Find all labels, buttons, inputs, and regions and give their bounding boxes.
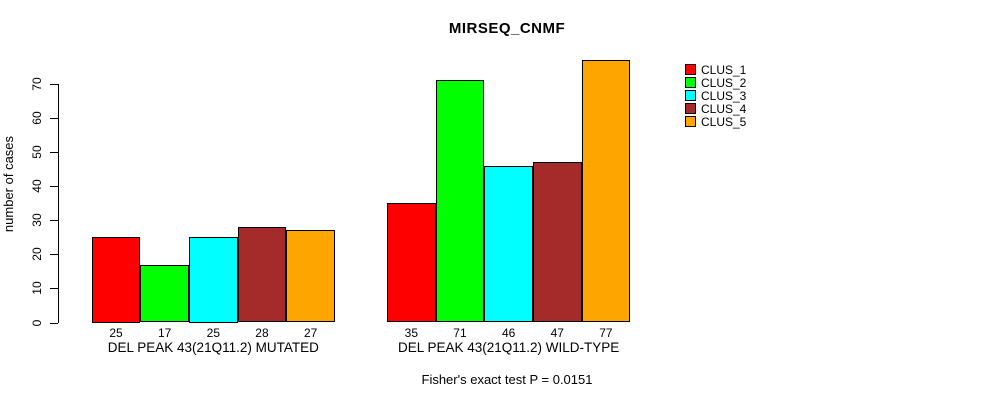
- chart-title: MIRSEQ_CNMF: [448, 20, 566, 37]
- bar: [484, 165, 533, 323]
- bar-value-label: 47: [550, 326, 564, 340]
- legend-label: CLUS_5: [701, 114, 747, 129]
- y-axis-tick-label: 40: [30, 179, 44, 193]
- legend-label: CLUS_3: [701, 88, 747, 103]
- legend-label: CLUS_1: [701, 62, 747, 77]
- y-axis-tick-label: 20: [30, 247, 44, 261]
- legend-swatch: [685, 77, 696, 89]
- legend-entry: CLUS_3: [685, 89, 746, 102]
- y-axis-tick-label: 70: [30, 77, 44, 91]
- bar: [140, 264, 189, 323]
- bar: [532, 162, 582, 323]
- y-axis-tick: [50, 83, 58, 85]
- bar: [189, 237, 238, 323]
- bar-value-label: 35: [404, 326, 418, 340]
- legend-swatch: [685, 103, 696, 115]
- y-axis-tick: [50, 220, 58, 222]
- legend-entry: CLUS_5: [685, 115, 746, 128]
- group-label: DEL PEAK 43(21Q11.2) MUTATED: [107, 340, 319, 355]
- y-axis-tick-label: 50: [30, 145, 44, 159]
- y-axis-tick-label: 60: [30, 111, 44, 125]
- bar-value-label: 46: [501, 326, 516, 340]
- bar-value-label: 28: [255, 326, 269, 340]
- legend-entry: CLUS_1: [685, 63, 746, 76]
- y-axis-tick: [50, 117, 58, 119]
- y-axis-line: [58, 83, 59, 324]
- bar: [286, 230, 335, 323]
- bar-value-label: 77: [599, 326, 613, 340]
- bar: [387, 203, 436, 323]
- y-axis-tick: [50, 186, 58, 188]
- group-label: DEL PEAK 43(21Q11.2) WILD-TYPE: [397, 340, 620, 355]
- legend-swatch: [685, 90, 696, 102]
- legend-label: CLUS_4: [701, 101, 747, 116]
- y-axis-tick: [50, 322, 58, 324]
- bar-value-label: 25: [206, 326, 220, 340]
- bar-value-label: 25: [109, 326, 123, 340]
- legend-entry: CLUS_4: [685, 102, 746, 115]
- bar: [435, 80, 485, 323]
- legend-swatch: [685, 116, 696, 128]
- bar: [581, 59, 631, 323]
- legend-label: CLUS_2: [701, 75, 747, 90]
- bar-value-label: 71: [453, 326, 467, 340]
- y-axis-title: number of cases: [1, 135, 16, 233]
- y-axis-tick-label: 0: [30, 319, 44, 326]
- y-axis-tick-label: 10: [30, 281, 44, 296]
- y-axis-tick: [50, 254, 58, 256]
- bar-value-label: 17: [157, 326, 172, 340]
- y-axis-tick-label: 30: [30, 213, 44, 227]
- bar: [237, 227, 287, 323]
- bar-value-label: 27: [303, 326, 318, 340]
- legend-swatch: [685, 64, 696, 76]
- y-axis-tick: [50, 288, 58, 290]
- bar: [91, 237, 141, 323]
- legend-entry: CLUS_2: [685, 76, 746, 89]
- legend: CLUS_1 CLUS_2 CLUS_3 CLUS_4 CLUS_5: [685, 63, 746, 128]
- fisher-test-note: Fisher's exact test P = 0.0151: [421, 372, 593, 387]
- y-axis-tick: [50, 152, 58, 153]
